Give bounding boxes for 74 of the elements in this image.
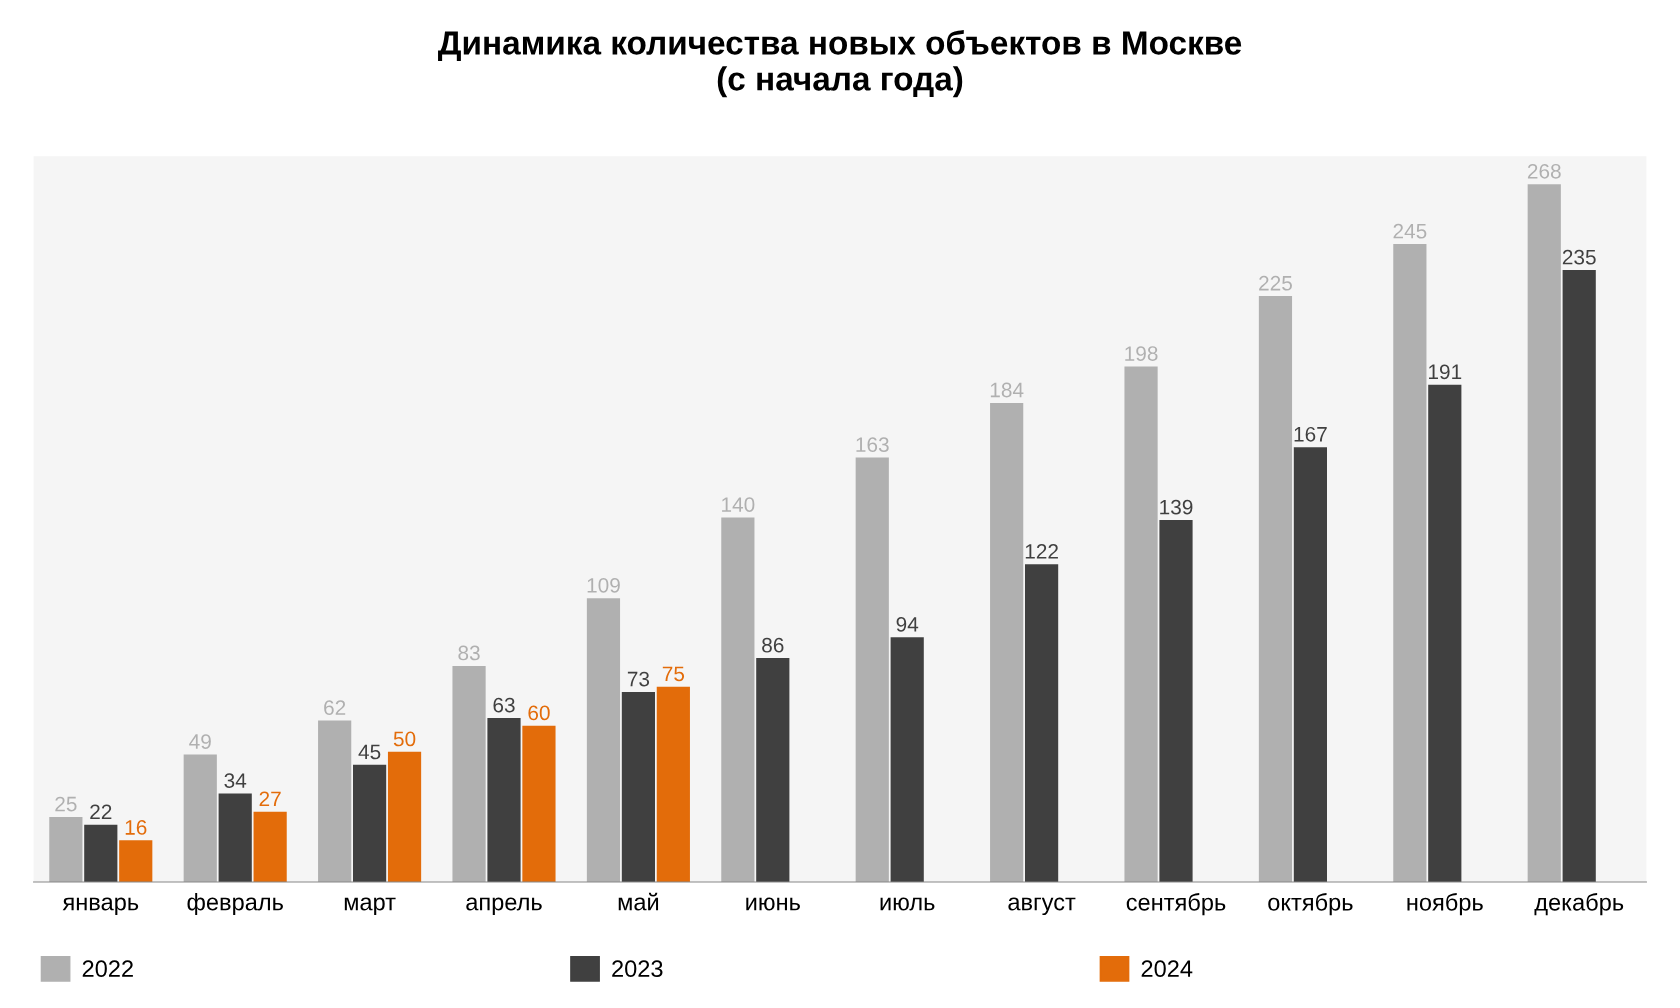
data-label: 86 (762, 637, 784, 653)
data-label: 191 (1429, 364, 1462, 380)
bar (318, 720, 352, 882)
x-tick-label: август (1008, 897, 1076, 916)
x-tick-label: сентябрь (1126, 893, 1226, 916)
data-label: 235 (1562, 249, 1596, 265)
data-label: 167 (1294, 426, 1327, 442)
x-tick-label: март (344, 897, 396, 916)
x-tick-label: октябрь (1268, 893, 1353, 916)
data-label: 49 (189, 734, 211, 749)
bar (586, 598, 621, 882)
x-tick-label: декабрь (1534, 893, 1624, 916)
bar (1258, 296, 1293, 882)
bar (756, 658, 790, 882)
legend-label: 2022 (82, 960, 133, 978)
x-tick-label: июнь (746, 897, 800, 911)
data-label: 25 (55, 796, 77, 812)
data-label: 139 (1160, 499, 1193, 515)
bar (1428, 384, 1462, 882)
data-label: 163 (856, 437, 889, 453)
bar (1124, 366, 1158, 882)
data-label: 225 (1259, 275, 1292, 291)
bar (1527, 184, 1561, 882)
bar (621, 691, 655, 882)
bar (119, 840, 153, 882)
data-label: 16 (125, 820, 147, 835)
bar (84, 824, 118, 882)
data-label: 45 (358, 744, 381, 760)
data-label: 198 (1125, 346, 1158, 361)
bar (1393, 244, 1427, 882)
bar (183, 754, 217, 882)
data-label: 83 (458, 645, 480, 661)
bar (890, 637, 924, 882)
bar (1293, 447, 1327, 882)
data-label: 122 (1025, 544, 1058, 559)
bar (452, 665, 486, 882)
bar (721, 517, 755, 882)
bar (855, 457, 889, 882)
legend-label: 2024 (1141, 960, 1193, 978)
data-label: 50 (393, 731, 416, 747)
bar (1562, 270, 1596, 882)
data-label: 140 (722, 497, 755, 512)
bar (218, 793, 252, 882)
data-label: 60 (528, 705, 550, 721)
data-label: 63 (493, 697, 515, 713)
data-label: 73 (627, 671, 650, 687)
bar (1159, 520, 1193, 882)
x-tick-label: февраль (187, 893, 283, 916)
chart-title: Динамика количества новых объектов в Москве (с начала года) (438, 29, 1242, 98)
data-label: 62 (324, 700, 346, 716)
data-label: 268 (1527, 163, 1561, 179)
bar (387, 751, 422, 882)
bar (49, 816, 83, 882)
x-tick-label: январь (62, 897, 139, 916)
x-tick-label: июль (880, 897, 935, 911)
legend-label: 2023 (612, 960, 663, 978)
data-label: 109 (587, 577, 620, 593)
x-tick-label: апрель (466, 897, 542, 916)
bar (353, 764, 387, 882)
bar (253, 811, 287, 882)
data-label: 94 (896, 616, 919, 632)
bar (990, 402, 1024, 882)
data-label: 27 (259, 791, 281, 806)
x-tick-label: май (618, 892, 659, 911)
data-label: 245 (1393, 223, 1427, 239)
data-label: 75 (662, 666, 685, 682)
bar (487, 717, 521, 882)
data-label: 184 (990, 382, 1024, 398)
bar (1025, 564, 1059, 882)
bar (522, 725, 556, 882)
data-label: 34 (224, 773, 247, 788)
bar (656, 686, 690, 882)
x-tick-label: ноябрь (1407, 893, 1483, 916)
data-label: 22 (90, 804, 112, 819)
